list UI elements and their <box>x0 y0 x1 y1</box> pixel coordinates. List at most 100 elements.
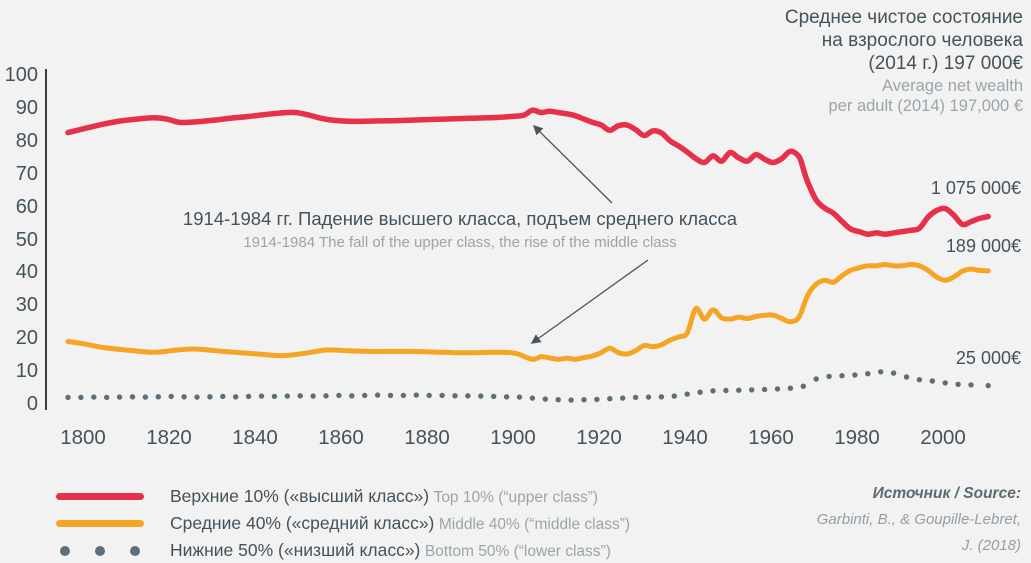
y-tick-label: 50 <box>15 228 38 251</box>
y-tick-label: 10 <box>15 360 38 383</box>
legend: Верхние 10% («высший класс») Top 10% (“u… <box>56 483 630 563</box>
series-dot <box>916 377 923 383</box>
y-tick-label: 0 <box>26 393 38 415</box>
series-dot <box>594 396 600 403</box>
series-dot <box>129 394 136 400</box>
series-dot <box>426 392 432 399</box>
annotation-ru: 1914-1984 гг. Падение высшего класса, по… <box>182 208 738 229</box>
series-dot <box>142 394 149 400</box>
series-dot <box>297 393 303 399</box>
series-dot <box>503 394 510 400</box>
y-tick-label: 60 <box>15 195 38 218</box>
series-dot <box>985 382 991 389</box>
series-dot <box>542 396 548 402</box>
series-dot <box>736 387 742 393</box>
arrow-to-upper-line <box>532 124 613 204</box>
series-dot <box>813 376 819 382</box>
source-attribution: Источник / Source: Garbinti, B., & Goupi… <box>817 481 1021 559</box>
series-dot <box>310 393 316 399</box>
series-dot <box>284 393 290 399</box>
title-en-line1: Average net wealth <box>882 76 1023 95</box>
legend-bottom50-ru: Нижние 50% («низший класс») <box>170 540 421 560</box>
series-dot <box>116 394 123 400</box>
series-dot <box>258 393 265 399</box>
series-dot <box>91 394 97 400</box>
chart-title: Среднее чистое состояние на взрослого че… <box>785 6 1023 116</box>
series-dot <box>607 396 613 402</box>
series-dot <box>929 378 935 384</box>
y-tick-label: 90 <box>15 96 38 119</box>
series-dot <box>349 393 355 399</box>
value-label-middle40: 189 000€ <box>945 236 1021 256</box>
series-dot <box>723 387 729 394</box>
y-tick-label: 70 <box>15 162 38 185</box>
series-dot <box>800 383 806 389</box>
series-dot <box>452 393 458 399</box>
series-dot <box>271 393 278 400</box>
x-tick-label: 1900 <box>490 426 536 449</box>
series-dot <box>362 392 368 399</box>
series-dot <box>955 381 961 387</box>
y-tick-label: 100 <box>4 64 38 86</box>
series-dot <box>323 393 329 399</box>
y-tick-label: 40 <box>15 261 38 284</box>
series-dot <box>658 394 665 400</box>
series-dot <box>387 392 394 399</box>
series-dot <box>620 395 626 401</box>
series-dot <box>710 388 716 394</box>
series-dot <box>671 393 677 399</box>
x-tick-label: 1940 <box>662 426 708 449</box>
legend-swatch-gray-dots <box>56 545 144 556</box>
series-line-1 <box>65 262 991 362</box>
legend-bottom50-en: Bottom 50% (“lower class”) <box>424 543 611 560</box>
legend-swatch-red-line <box>56 493 144 500</box>
series-dot <box>439 392 445 399</box>
x-tick-label: 1920 <box>576 426 622 449</box>
series-dot <box>555 397 561 403</box>
title-ru-line2: на взрослого человека <box>821 30 1023 52</box>
legend-item-middle40: Средние 40% («средний класс») Middle 40%… <box>56 510 630 537</box>
series-dot <box>413 392 419 398</box>
y-tick-label: 30 <box>15 294 38 317</box>
legend-top10-en: Top 10% (“upper class”) <box>433 489 599 506</box>
legend-item-bottom50: Нижние 50% («низший класс») Bottom 50% (… <box>56 537 630 563</box>
series-dot <box>104 394 110 401</box>
value-label-top10: 1 075 000€ <box>930 178 1021 198</box>
series-dot <box>491 393 497 400</box>
series-dot <box>684 391 690 397</box>
legend-middle40-en: Middle 40% (“middle class”) <box>438 516 631 533</box>
legend-middle40-ru: Средние 40% («средний класс») <box>170 513 435 533</box>
series-dot <box>903 374 910 380</box>
series-dot <box>78 394 84 401</box>
source-year: J. (2018) <box>961 537 1021 554</box>
series-dot <box>761 386 768 393</box>
series-dot <box>65 394 71 401</box>
series-dot <box>207 394 213 400</box>
legend-item-top10: Верхние 10% («высший класс») Top 10% (“u… <box>56 483 630 510</box>
x-tick-label: 1860 <box>318 426 364 449</box>
series-dot <box>774 386 781 392</box>
title-ru-line1: Среднее чистое состояние <box>784 7 1023 28</box>
series-dot <box>233 394 239 400</box>
legend-top10-ru: Верхние 10% («высший класс») <box>170 486 430 506</box>
x-tick-label: 1820 <box>146 426 192 449</box>
series-dot <box>645 394 652 400</box>
series-line-0 <box>65 107 991 237</box>
x-tick-label: 1840 <box>232 426 278 449</box>
series-dot <box>465 393 471 399</box>
series-dot <box>194 394 200 400</box>
series-dot <box>245 393 252 400</box>
arrow-to-middle-line <box>530 259 649 344</box>
series-dot <box>220 393 226 400</box>
source-label: Источник / Source: <box>872 485 1021 502</box>
annotation-en: 1914-1984 The fall of the upper class, t… <box>243 234 677 251</box>
series-dot <box>529 395 536 401</box>
series-dot <box>890 370 897 376</box>
legend-swatch-orange-line <box>56 520 144 527</box>
y-tick-label: 20 <box>15 327 38 350</box>
series-dot <box>568 397 574 403</box>
series-dot <box>852 372 858 378</box>
x-tick-label: 1980 <box>834 426 880 449</box>
